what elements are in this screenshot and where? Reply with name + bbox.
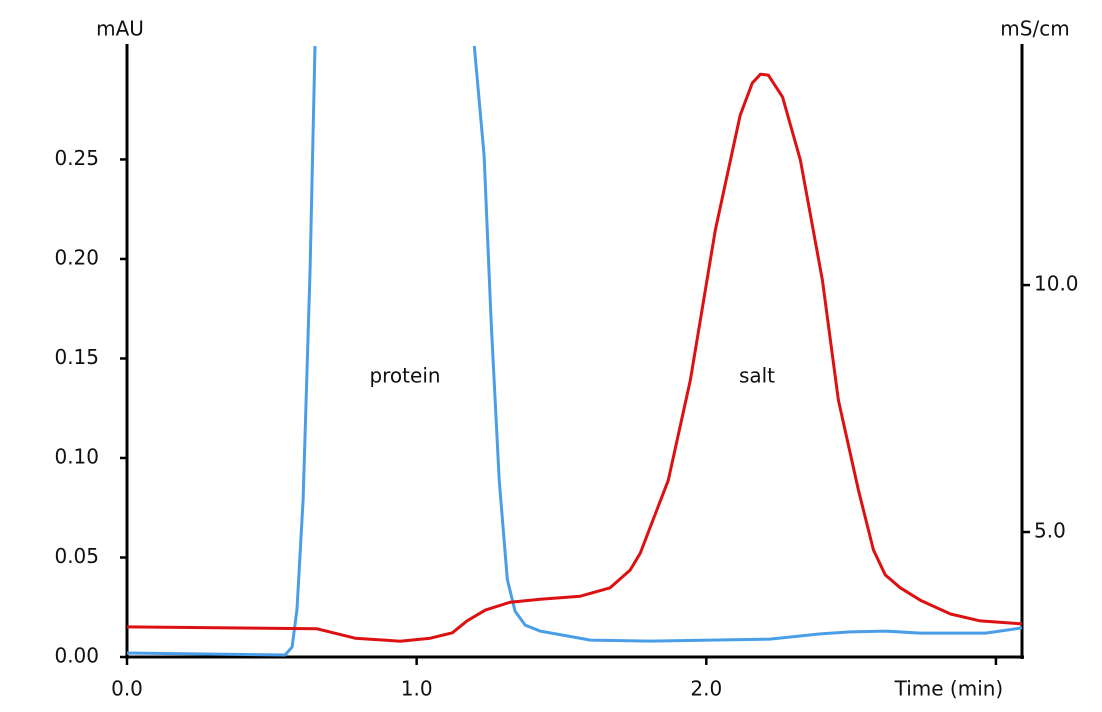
y2-tick-label: 5.0 (1034, 519, 1066, 543)
x-tick-label: 2.0 (690, 677, 722, 701)
y2-axis-label: mS/cm (1000, 17, 1069, 41)
y-tick-label: 0.10 (54, 444, 99, 468)
annotation: salt (739, 364, 775, 388)
y-tick-label: 0.05 (54, 544, 99, 568)
y-tick-label: 0.25 (54, 146, 99, 170)
y-tick-label: 0.00 (54, 644, 99, 668)
y-tick-label: 0.15 (54, 345, 99, 369)
y-axis-label: mAU (96, 17, 144, 41)
y-tick-label: 0.20 (54, 245, 99, 269)
line-series (127, 72, 1022, 643)
x-tick-label: 0.0 (111, 677, 143, 701)
x-axis-label: Time (min) (894, 677, 1004, 701)
annotation: protein (369, 364, 440, 388)
y2-tick-label: 10.0 (1034, 272, 1079, 296)
plot-area (127, 46, 1022, 657)
x-tick-label: 1.0 (401, 677, 433, 701)
line-series (127, 46, 1022, 657)
